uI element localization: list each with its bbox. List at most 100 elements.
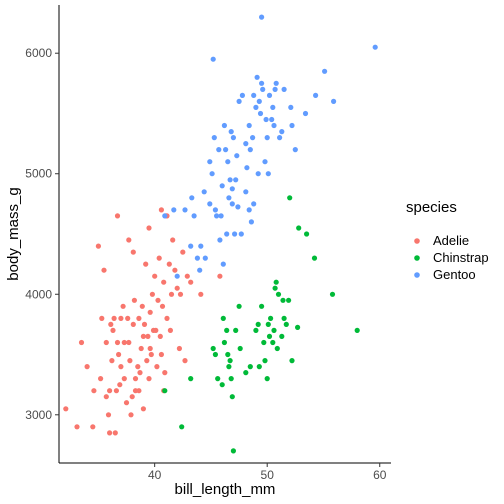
data-point-gentoo	[233, 177, 239, 183]
data-point-chinstrap	[255, 321, 261, 327]
data-point-gentoo	[189, 195, 195, 201]
data-point-adelie	[180, 249, 186, 255]
data-point-chinstrap	[261, 339, 267, 346]
data-point-adelie	[164, 315, 170, 321]
legend-label-adelie: Adelie	[433, 233, 469, 248]
data-point-gentoo	[217, 237, 223, 243]
data-point-gentoo	[372, 44, 378, 50]
data-point-adelie	[166, 261, 172, 267]
data-point-adelie	[168, 291, 175, 297]
data-point-gentoo	[288, 104, 294, 110]
data-point-adelie	[116, 351, 122, 358]
legend-key-adelie	[414, 238, 420, 244]
data-point-gentoo	[313, 92, 319, 98]
data-point-adelie	[146, 225, 152, 231]
data-point-chinstrap	[259, 303, 265, 309]
data-point-adelie	[121, 339, 127, 346]
data-point-chinstrap	[256, 364, 262, 370]
data-point-adelie	[158, 351, 164, 358]
data-point-gentoo	[232, 231, 238, 237]
data-point-gentoo	[243, 141, 249, 147]
data-point-gentoo	[182, 207, 188, 213]
data-point-gentoo	[277, 135, 283, 141]
data-point-adelie	[103, 394, 109, 400]
data-point-adelie	[148, 351, 154, 358]
data-point-adelie	[107, 430, 113, 436]
data-point-gentoo	[259, 14, 265, 20]
data-point-adelie	[174, 285, 180, 291]
data-point-gentoo	[250, 135, 256, 141]
data-point-adelie	[172, 267, 178, 273]
data-point-gentoo	[235, 204, 241, 210]
data-point-adelie	[138, 345, 144, 352]
data-point-chinstrap	[279, 333, 285, 339]
data-point-gentoo	[265, 171, 271, 177]
data-point-adelie	[157, 333, 163, 339]
data-point-gentoo	[289, 122, 295, 129]
data-point-adelie	[105, 412, 112, 418]
data-point-gentoo	[221, 122, 227, 129]
data-point-gentoo	[229, 201, 235, 207]
data-point-gentoo	[230, 135, 236, 141]
data-point-adelie	[147, 345, 153, 352]
data-point-gentoo	[266, 92, 273, 98]
data-point-gentoo	[302, 110, 309, 117]
data-point-gentoo	[244, 165, 250, 171]
data-point-chinstrap	[210, 345, 216, 352]
data-point-chinstrap	[286, 297, 292, 303]
data-point-chinstrap	[295, 324, 301, 330]
data-point-gentoo	[259, 80, 265, 86]
data-point-gentoo	[191, 213, 197, 219]
data-point-adelie	[107, 388, 113, 394]
data-point-adelie	[145, 333, 151, 339]
data-point-gentoo	[227, 177, 233, 183]
data-point-chinstrap	[227, 358, 233, 364]
data-point-adelie	[101, 267, 107, 273]
data-point-gentoo	[263, 116, 269, 123]
data-point-gentoo	[197, 267, 203, 273]
data-point-gentoo	[207, 201, 213, 207]
data-point-chinstrap	[162, 388, 168, 394]
data-point-chinstrap	[270, 339, 276, 346]
y-axis-title: body_mass_g	[5, 187, 22, 280]
data-point-chinstrap	[268, 315, 274, 321]
data-point-gentoo	[209, 171, 215, 177]
data-point-chinstrap	[233, 327, 239, 333]
data-point-adelie	[118, 315, 124, 321]
data-point-adelie	[84, 364, 90, 370]
y-tick-label: 3000	[25, 408, 52, 422]
y-tick-label: 6000	[25, 46, 52, 60]
data-point-adelie	[132, 388, 139, 394]
plot-points	[63, 14, 378, 454]
data-point-gentoo	[162, 213, 168, 219]
data-point-adelie	[156, 255, 162, 261]
data-point-chinstrap	[280, 297, 286, 303]
data-point-gentoo	[210, 56, 216, 62]
data-point-chinstrap	[247, 364, 253, 370]
data-point-chinstrap	[188, 376, 194, 382]
data-point-gentoo	[239, 92, 245, 98]
data-point-adelie	[120, 303, 126, 309]
data-point-adelie	[91, 388, 97, 394]
x-axis-title: bill_length_mm	[175, 481, 276, 498]
data-point-adelie	[132, 376, 139, 382]
data-point-gentoo	[220, 261, 226, 267]
data-point-adelie	[184, 273, 190, 279]
data-point-gentoo	[272, 86, 278, 92]
data-point-chinstrap	[289, 358, 295, 364]
data-point-gentoo	[331, 98, 337, 104]
data-point-chinstrap	[179, 424, 185, 430]
data-point-gentoo	[247, 147, 253, 153]
data-point-adelie	[121, 376, 127, 382]
data-point-gentoo	[246, 122, 252, 129]
data-point-gentoo	[281, 86, 287, 92]
x-ticks: 40 50 60	[148, 463, 387, 482]
x-tick-label: 40	[148, 468, 162, 482]
data-point-adelie	[153, 327, 159, 333]
data-point-adelie	[155, 297, 161, 303]
data-point-gentoo	[188, 243, 194, 249]
data-point-gentoo	[201, 189, 207, 195]
data-point-gentoo	[257, 110, 264, 117]
data-point-chinstrap	[329, 291, 336, 297]
data-point-chinstrap	[224, 327, 230, 333]
